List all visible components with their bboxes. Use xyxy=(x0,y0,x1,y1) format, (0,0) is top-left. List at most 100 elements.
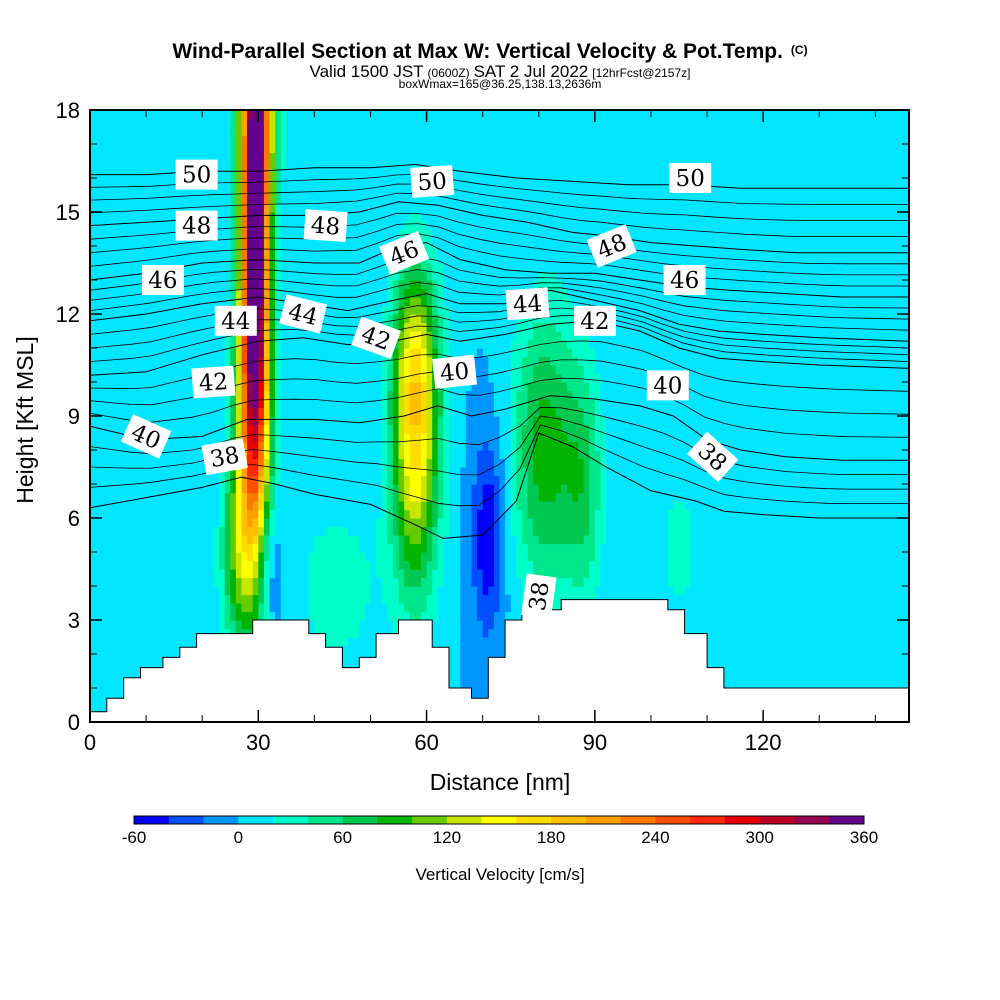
velocity-cell xyxy=(336,475,344,485)
velocity-cell xyxy=(583,458,590,468)
velocity-cell xyxy=(140,492,147,502)
velocity-cell xyxy=(112,620,119,630)
velocity-cell xyxy=(426,458,433,468)
velocity-cell xyxy=(763,637,770,647)
velocity-cell xyxy=(869,611,876,621)
velocity-cell xyxy=(162,569,170,579)
velocity-cell xyxy=(729,637,736,647)
velocity-cell xyxy=(510,467,517,477)
velocity-cell xyxy=(779,441,787,451)
velocity-cell xyxy=(740,679,747,689)
velocity-cell xyxy=(134,552,142,562)
velocity-cell xyxy=(538,458,545,468)
velocity-cell xyxy=(847,654,854,664)
velocity-cell xyxy=(275,518,282,528)
velocity-cell xyxy=(269,450,276,460)
velocity-cell xyxy=(639,501,646,511)
velocity-cell xyxy=(404,509,411,519)
velocity-cell xyxy=(364,569,372,579)
velocity-cell xyxy=(286,484,293,494)
velocity-cell xyxy=(190,526,198,536)
velocity-cell xyxy=(404,458,411,468)
velocity-cell xyxy=(774,501,781,511)
velocity-cell xyxy=(808,654,815,664)
velocity-cell xyxy=(398,441,405,451)
velocity-cell xyxy=(465,586,473,596)
velocity-cell xyxy=(746,586,753,596)
velocity-cell xyxy=(667,552,674,562)
velocity-cell xyxy=(471,526,478,536)
velocity-cell xyxy=(90,518,97,528)
velocity-cell xyxy=(667,475,674,485)
velocity-cell xyxy=(578,450,585,460)
velocity-cell xyxy=(639,450,646,460)
velocity-cell xyxy=(869,467,876,477)
velocity-cell xyxy=(858,450,865,460)
velocity-cell xyxy=(701,543,708,553)
velocity-cell xyxy=(757,671,764,681)
velocity-cell xyxy=(465,441,473,451)
velocity-cell xyxy=(409,611,416,621)
velocity-cell xyxy=(645,501,652,511)
velocity-cell xyxy=(875,560,882,570)
velocity-cell xyxy=(667,526,674,536)
velocity-cell xyxy=(791,637,798,647)
velocity-cell xyxy=(723,501,731,511)
velocity-cell xyxy=(707,645,714,655)
velocity-cell xyxy=(359,509,366,519)
velocity-cell xyxy=(886,552,893,562)
velocity-cell xyxy=(555,518,562,528)
velocity-cell xyxy=(802,433,809,443)
velocity-cell xyxy=(791,577,798,587)
velocity-cell xyxy=(836,645,843,655)
velocity-cell xyxy=(269,526,276,536)
velocity-cell xyxy=(903,458,909,468)
velocity-cell xyxy=(740,475,747,485)
velocity-cell xyxy=(521,543,529,553)
velocity-cell xyxy=(291,433,299,443)
velocity-cell xyxy=(247,611,254,621)
velocity-cell xyxy=(387,535,394,545)
velocity-cell xyxy=(673,450,680,460)
velocity-cell xyxy=(477,518,484,528)
velocity-cell xyxy=(196,611,203,621)
velocity-cell xyxy=(858,586,865,596)
velocity-cell xyxy=(112,569,119,579)
velocity-cell xyxy=(852,637,860,647)
velocity-cell xyxy=(886,501,893,511)
velocity-cell xyxy=(404,577,411,587)
velocity-cell xyxy=(420,560,428,570)
velocity-cell xyxy=(477,688,484,698)
velocity-cell xyxy=(398,433,405,443)
velocity-cell xyxy=(712,628,719,638)
velocity-cell xyxy=(505,433,512,443)
velocity-cell xyxy=(611,433,618,443)
velocity-cell xyxy=(314,535,321,545)
velocity-cell xyxy=(319,603,327,613)
velocity-cell xyxy=(325,467,332,477)
velocity-cell xyxy=(852,535,860,545)
velocity-cell xyxy=(319,594,327,604)
velocity-cell xyxy=(364,526,372,536)
velocity-cell xyxy=(493,501,501,511)
velocity-cell xyxy=(314,569,321,579)
velocity-cell xyxy=(729,526,736,536)
velocity-cell xyxy=(387,620,394,630)
velocity-cell xyxy=(443,509,450,519)
velocity-cell xyxy=(146,594,153,604)
velocity-cell xyxy=(168,467,175,477)
velocity-cell xyxy=(488,637,495,647)
velocity-cell xyxy=(488,586,495,596)
velocity-cell xyxy=(90,577,97,587)
velocity-cell xyxy=(230,543,237,553)
velocity-cell xyxy=(449,611,456,621)
velocity-cell xyxy=(286,501,293,511)
velocity-cell xyxy=(858,594,865,604)
velocity-cell xyxy=(342,509,349,519)
velocity-cell xyxy=(774,679,781,689)
velocity-cell xyxy=(493,450,501,460)
velocity-cell xyxy=(247,577,254,587)
velocity-cell xyxy=(791,560,798,570)
velocity-cell xyxy=(830,594,837,604)
velocity-cell xyxy=(690,594,697,604)
